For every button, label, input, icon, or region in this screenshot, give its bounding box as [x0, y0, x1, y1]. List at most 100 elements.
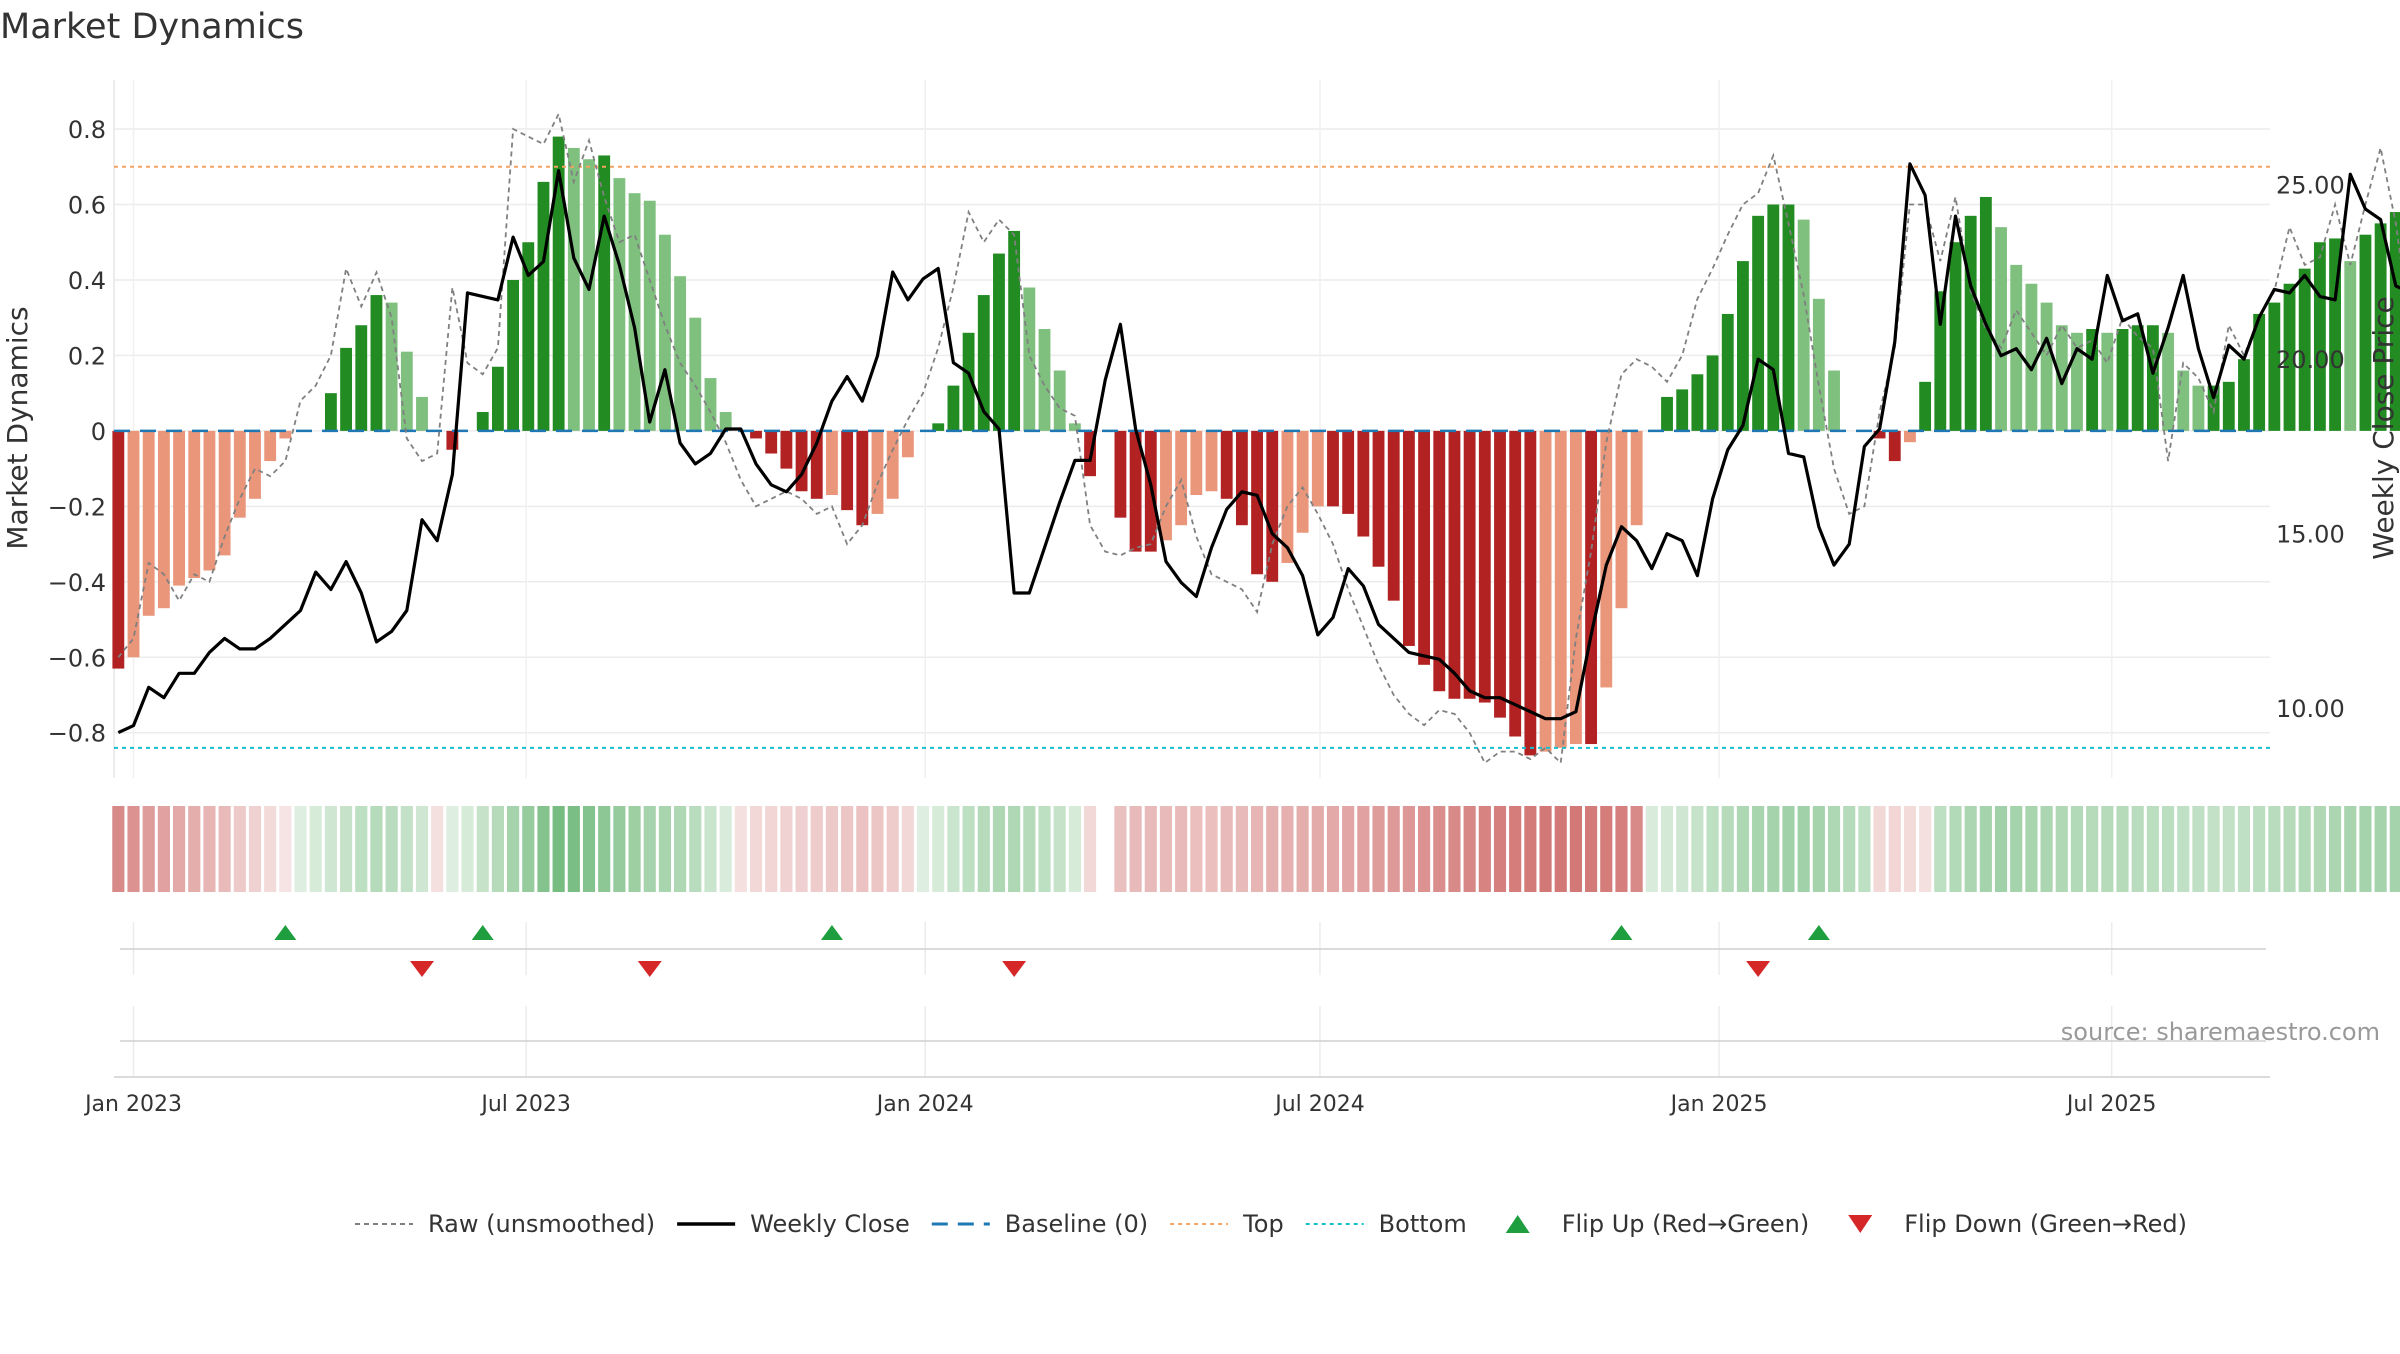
regime-cell — [400, 806, 413, 892]
bar — [1828, 370, 1840, 431]
bar — [1767, 204, 1780, 431]
raw-line — [117, 111, 2400, 765]
bar — [1904, 430, 1916, 443]
regime-cell — [1949, 806, 1962, 892]
weekly-close-line — [117, 162, 2400, 735]
regime-cell — [2040, 806, 2053, 892]
regime-cell — [233, 806, 246, 892]
regime-cell — [1615, 806, 1628, 892]
bar — [1281, 430, 1294, 563]
regime-cell — [932, 806, 945, 892]
regime-cell — [2222, 806, 2235, 892]
bar — [841, 430, 854, 511]
regime-cell — [582, 806, 596, 892]
bar — [552, 136, 565, 431]
legend-label: Bottom — [1379, 1210, 1467, 1238]
bar — [871, 430, 884, 514]
regime-cell — [628, 806, 641, 892]
bar — [1342, 430, 1355, 514]
regime-cell — [1053, 806, 1066, 892]
regime-cell — [476, 806, 489, 892]
legend: Raw (unsmoothed) Weekly Close Baseline (0)… — [355, 1210, 2187, 1238]
bar — [583, 159, 595, 431]
bar — [2086, 329, 2099, 431]
legend-label: Top — [1242, 1210, 1284, 1238]
regime-cell — [2207, 806, 2220, 892]
legend-item: Weekly Close — [677, 1210, 910, 1238]
bar — [780, 430, 793, 469]
regime-cell — [2328, 806, 2342, 892]
bar — [2389, 212, 2400, 431]
bar — [2116, 329, 2129, 431]
regime-cell — [340, 806, 353, 892]
bar — [446, 430, 459, 450]
bar — [2238, 359, 2250, 431]
regime-cell — [1266, 806, 1279, 892]
regime-cell — [1736, 806, 1750, 892]
regime-cell — [749, 806, 763, 892]
regime-cell — [1144, 806, 1157, 892]
bar — [628, 193, 641, 431]
bar — [1949, 242, 1962, 431]
x-tick-label: Jul 2024 — [1273, 1092, 1365, 1117]
regime-cell — [795, 806, 808, 892]
regime-cell — [1418, 806, 1431, 892]
bar — [1569, 430, 1582, 745]
bar — [127, 430, 140, 658]
regime-cell — [901, 806, 914, 892]
regime-cell — [461, 806, 474, 892]
regime-cell — [1129, 806, 1142, 892]
bar — [1433, 430, 1446, 692]
regime-cell — [2025, 806, 2038, 892]
bar — [1737, 261, 1749, 431]
bar — [1387, 430, 1400, 601]
regime-cell — [1676, 806, 1689, 892]
regime-cell — [203, 806, 216, 892]
regime-cell — [157, 806, 170, 892]
regime-cell — [810, 806, 823, 892]
bar — [1600, 430, 1613, 688]
regime-cell — [294, 806, 307, 892]
y-axis-label: Market Dynamics — [1, 306, 34, 549]
regime-cell — [1554, 806, 1567, 892]
bar — [886, 430, 899, 499]
bar — [1311, 430, 1324, 507]
regime-cell — [704, 806, 717, 892]
regime-cell — [2344, 806, 2357, 892]
regime-cell — [1888, 806, 1901, 892]
regime-cell — [1493, 806, 1507, 892]
legend-label: Weekly Close — [750, 1210, 910, 1238]
regime-cell — [2131, 806, 2144, 892]
bar — [2344, 261, 2357, 431]
regime-cell — [1402, 806, 1415, 892]
regime-cell — [1068, 806, 1081, 892]
regime-cell — [658, 806, 672, 892]
y2-axis-label: Weekly Close Price — [2367, 296, 2400, 559]
legend-label: Baseline (0) — [1005, 1210, 1148, 1238]
bar — [2071, 332, 2083, 431]
bar — [1615, 430, 1628, 609]
right-tick-labels: 10.00 15.00 20.00 25.00 — [2276, 172, 2345, 724]
bar — [1585, 430, 1598, 745]
x-tick-labels: Jan 2023 Jul 2023 Jan 2024 Jul 2024 Jan 2025… — [83, 1092, 2156, 1117]
bar — [1251, 430, 1263, 575]
regime-cell — [1220, 806, 1233, 892]
bar — [1524, 430, 1537, 756]
bar — [2055, 325, 2068, 431]
flip-down-marker — [637, 961, 662, 977]
y2-tick-label: 15.00 — [2276, 521, 2345, 549]
regime-cell — [2237, 806, 2251, 892]
bar — [491, 366, 504, 431]
regime-cell — [1721, 806, 1734, 892]
flip-up-marker — [1610, 925, 1633, 940]
regime-cell — [1281, 806, 1294, 892]
bar — [856, 430, 869, 526]
regime-cell — [1083, 806, 1097, 892]
bar — [507, 279, 520, 431]
regime-cell — [2070, 806, 2084, 892]
bar — [1812, 298, 1825, 431]
page-title: Market Dynamics — [0, 7, 304, 47]
bar — [2253, 313, 2266, 431]
y2-tick-label: 25.00 — [2276, 172, 2345, 200]
